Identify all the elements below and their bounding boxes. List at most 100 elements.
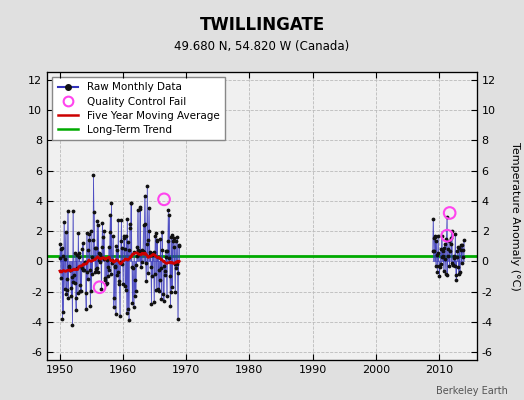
Point — [141, 260, 150, 266]
Point — [445, 210, 454, 216]
Point — [154, 286, 162, 292]
Point — [136, 206, 145, 212]
Point — [430, 235, 438, 241]
Point — [139, 248, 147, 254]
Point — [83, 268, 91, 275]
Point — [73, 290, 82, 296]
Point — [453, 248, 462, 254]
Point — [98, 244, 106, 250]
Point — [124, 305, 132, 312]
Point — [79, 267, 88, 273]
Point — [112, 243, 121, 249]
Point — [67, 293, 75, 299]
Point — [61, 229, 70, 236]
Point — [71, 295, 80, 302]
Point — [123, 310, 131, 316]
Point — [449, 262, 457, 268]
Point — [63, 276, 71, 282]
Point — [103, 257, 112, 263]
Point — [70, 272, 78, 278]
Text: 49.680 N, 54.820 W (Canada): 49.680 N, 54.820 W (Canada) — [174, 40, 350, 53]
Point — [89, 172, 97, 178]
Point — [127, 199, 136, 206]
Point — [132, 287, 140, 294]
Point — [433, 269, 442, 275]
Point — [82, 306, 90, 312]
Point — [450, 255, 458, 262]
Point — [117, 238, 125, 244]
Point — [114, 217, 123, 224]
Point — [75, 250, 83, 256]
Point — [108, 256, 117, 263]
Point — [164, 207, 172, 214]
Point — [81, 290, 90, 296]
Point — [62, 287, 71, 294]
Point — [56, 240, 64, 247]
Point — [120, 233, 128, 239]
Point — [133, 253, 141, 259]
Point — [119, 235, 128, 241]
Point — [441, 241, 449, 247]
Point — [458, 242, 466, 248]
Legend: Raw Monthly Data, Quality Control Fail, Five Year Moving Average, Long-Term Tren: Raw Monthly Data, Quality Control Fail, … — [52, 77, 225, 140]
Point — [122, 233, 130, 240]
Point — [441, 256, 450, 263]
Point — [105, 267, 114, 273]
Point — [137, 248, 146, 254]
Point — [159, 298, 168, 304]
Point — [144, 237, 152, 243]
Point — [156, 277, 164, 284]
Point — [450, 253, 458, 260]
Point — [166, 273, 174, 280]
Point — [429, 248, 437, 254]
Point — [128, 300, 137, 306]
Point — [110, 304, 118, 310]
Point — [133, 244, 141, 250]
Point — [143, 240, 151, 247]
Point — [134, 207, 142, 214]
Point — [451, 263, 459, 269]
Point — [175, 242, 183, 249]
Point — [169, 238, 177, 244]
Point — [58, 316, 67, 322]
Point — [435, 273, 444, 279]
Point — [127, 200, 135, 206]
Point — [148, 273, 157, 279]
Point — [149, 250, 157, 256]
Point — [106, 229, 114, 235]
Point — [443, 272, 452, 279]
Point — [97, 286, 106, 292]
Point — [442, 271, 450, 277]
Point — [446, 248, 454, 254]
Point — [137, 264, 145, 270]
Point — [456, 247, 465, 253]
Point — [56, 255, 64, 261]
Point — [125, 317, 133, 324]
Point — [161, 267, 169, 274]
Point — [113, 247, 122, 253]
Point — [140, 248, 148, 255]
Point — [101, 274, 110, 281]
Point — [455, 244, 464, 251]
Point — [63, 208, 72, 214]
Point — [444, 246, 453, 253]
Point — [168, 232, 176, 238]
Point — [436, 246, 445, 252]
Point — [173, 316, 182, 322]
Point — [69, 208, 77, 214]
Point — [90, 209, 98, 215]
Point — [96, 251, 104, 258]
Point — [171, 238, 180, 244]
Point — [105, 244, 113, 250]
Point — [60, 219, 68, 226]
Point — [155, 288, 163, 294]
Point — [454, 244, 462, 250]
Point — [130, 248, 138, 255]
Point — [84, 247, 92, 253]
Point — [101, 277, 109, 284]
Point — [150, 299, 158, 306]
Point — [173, 234, 181, 240]
Point — [107, 270, 115, 277]
Point — [143, 182, 151, 189]
Text: Berkeley Earth: Berkeley Earth — [436, 386, 508, 396]
